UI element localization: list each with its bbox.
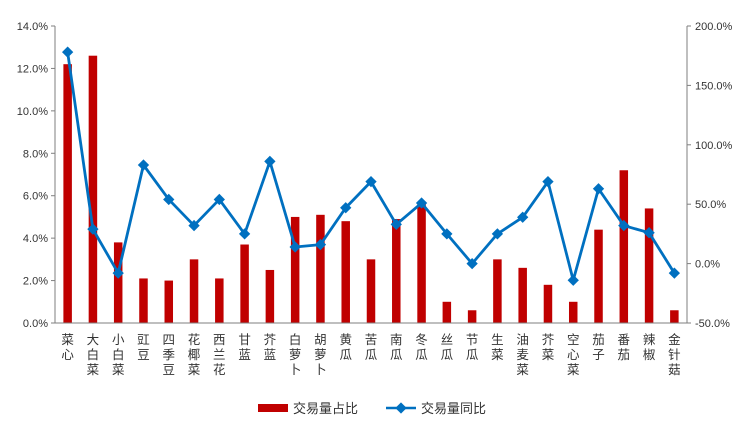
line-point-7 <box>213 193 225 206</box>
left-tick-label: 0.0% <box>23 318 48 330</box>
bar-15 <box>417 204 426 323</box>
bar-23 <box>619 170 629 323</box>
category-label: 金针菇 <box>668 332 681 377</box>
category-label: 菜心 <box>61 332 74 362</box>
line-point-25 <box>668 267 681 279</box>
bar-series-group <box>63 55 679 323</box>
bar-25 <box>670 310 679 323</box>
category-label: 黄瓜 <box>339 332 352 362</box>
line-point-19 <box>517 211 529 223</box>
legend-label-line: 交易量同比 <box>421 401 486 417</box>
line-point-12 <box>340 202 352 214</box>
category-label: 甘蓝 <box>238 332 251 362</box>
bar-16 <box>442 301 452 323</box>
category-label: 苦瓜 <box>365 332 378 362</box>
bar-2 <box>88 55 98 323</box>
category-label: 丝瓜 <box>441 332 454 362</box>
right-tick-label: 50.0% <box>695 199 726 211</box>
bar-11 <box>316 214 325 323</box>
category-label: 芥蓝 <box>264 332 277 362</box>
bar-21 <box>568 301 578 323</box>
line-point-18 <box>491 228 504 240</box>
line-point-10 <box>289 241 301 253</box>
category-label: 茄子 <box>592 332 605 362</box>
bar-1 <box>63 64 72 323</box>
category-label: 花椰菜 <box>188 332 201 377</box>
legend-label-bar: 交易量占比 <box>293 401 358 417</box>
left-tick-label: 8.0% <box>23 148 48 160</box>
category-label: 豇豆 <box>137 332 150 362</box>
right-tick-label: 150.0% <box>695 80 733 92</box>
bar-7 <box>215 278 224 323</box>
bar-19 <box>518 267 527 323</box>
line-point-13 <box>365 175 377 188</box>
category-label: 空心菜 <box>567 332 580 377</box>
bar-12 <box>341 221 350 323</box>
bar-3 <box>113 242 123 323</box>
left-tick-label: 2.0% <box>23 276 48 288</box>
bar-20 <box>543 284 553 323</box>
left-tick-label: 4.0% <box>23 233 48 245</box>
category-label: 节瓜 <box>466 332 479 362</box>
category-label: 大白菜 <box>87 332 100 377</box>
line-series-group <box>61 46 681 286</box>
line-point-9 <box>264 155 276 168</box>
category-label: 西兰花 <box>213 332 226 377</box>
bar-13 <box>366 259 376 323</box>
bar-10 <box>290 216 300 323</box>
line-point-16 <box>441 228 453 240</box>
line-point-1 <box>61 46 74 58</box>
category-label: 白萝卜 <box>289 332 302 377</box>
right-tick-label: 0.0% <box>695 259 720 271</box>
left-tick-label: 14.0% <box>17 21 48 33</box>
bar-14 <box>392 219 401 323</box>
line-point-5 <box>163 193 175 206</box>
left-tick-label: 10.0% <box>17 106 48 118</box>
bar-4 <box>139 278 148 323</box>
left-tick-label: 12.0% <box>17 63 48 75</box>
category-label: 小白菜 <box>112 332 125 377</box>
line-point-24 <box>643 227 655 239</box>
legend: 交易量占比 交易量同比 <box>258 401 486 417</box>
right-tick-label: -50.0% <box>695 318 730 330</box>
line-point-20 <box>542 175 554 188</box>
category-label: 胡萝卜 <box>314 332 327 377</box>
left-tick-label: 6.0% <box>23 191 48 203</box>
line-point-23 <box>618 219 630 232</box>
line-series-path <box>66 51 676 282</box>
category-label: 南瓜 <box>390 332 403 362</box>
bar-5 <box>164 280 174 323</box>
category-label: 四季豆 <box>163 332 176 377</box>
line-point-22 <box>592 183 605 195</box>
category-label: 油麦菜 <box>516 332 529 377</box>
line-point-15 <box>415 197 428 209</box>
category-label: 冬瓜 <box>415 332 428 362</box>
legend-swatch-bar <box>258 404 288 412</box>
line-point-21 <box>567 274 579 286</box>
line-point-17 <box>466 257 478 270</box>
right-tick-label: 200.0% <box>695 21 733 33</box>
line-point-8 <box>238 228 251 240</box>
category-label: 生菜 <box>491 332 504 362</box>
bar-22 <box>594 229 603 323</box>
bar-18 <box>493 259 502 323</box>
category-label: 番茄 <box>618 332 631 362</box>
line-point-6 <box>188 219 200 232</box>
line-point-11 <box>314 238 327 251</box>
bar-24 <box>644 208 654 323</box>
line-point-4 <box>137 159 150 171</box>
bar-17 <box>467 310 477 323</box>
category-label: 辣椒 <box>643 332 656 362</box>
category-label: 芥菜 <box>542 332 555 362</box>
bar-8 <box>240 244 249 323</box>
axes-group: 0.0% 2.0% 4.0% 6.0% 8.0% 10.0% 12.0% 14.0% -50.0… <box>17 21 733 377</box>
right-tick-label: 100.0% <box>695 140 733 152</box>
bar-6 <box>189 259 199 323</box>
bar-9 <box>265 269 275 323</box>
line-point-14 <box>390 218 402 231</box>
legend-marker-line <box>395 402 407 414</box>
